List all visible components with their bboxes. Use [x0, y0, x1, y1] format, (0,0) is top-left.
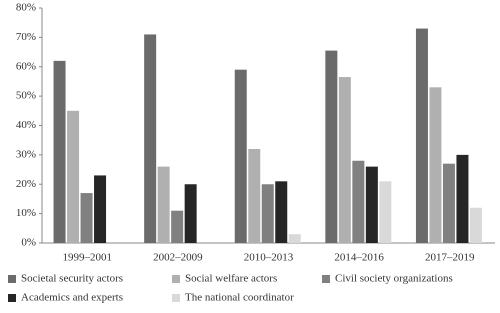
bar: [144, 34, 157, 243]
legend-swatch: [322, 275, 330, 283]
x-tick-label: 1999–2001: [63, 252, 113, 264]
bar: [365, 166, 378, 243]
bar: [157, 166, 170, 243]
y-tick-label: 0%: [21, 237, 36, 249]
y-tick-label: 10%: [16, 207, 36, 219]
y-tick-label: 30%: [16, 148, 36, 160]
y-tick-label: 80%: [16, 2, 36, 14]
legend-swatch: [8, 294, 16, 302]
y-tick-label: 50%: [16, 90, 36, 102]
bar: [352, 160, 365, 243]
legend-swatch: [172, 294, 180, 302]
bar: [171, 210, 184, 243]
bar: [325, 50, 338, 243]
bar: [53, 60, 66, 243]
bar: [67, 110, 80, 243]
legend-swatch: [8, 275, 16, 283]
bar: [469, 207, 482, 243]
bar: [275, 181, 288, 243]
legend-label: The national coordinator: [185, 292, 294, 304]
legend-label: Social welfare actors: [185, 273, 277, 285]
legend-label: Societal security actors: [21, 273, 123, 285]
bar: [184, 184, 197, 243]
y-tick-label: 40%: [16, 119, 36, 131]
bar: [379, 181, 392, 243]
y-tick-label: 20%: [16, 178, 36, 190]
legend-label: Civil society organizations: [335, 273, 453, 285]
y-tick-label: 60%: [16, 60, 36, 72]
bar: [338, 77, 351, 243]
bar: [261, 184, 274, 243]
bar: [288, 234, 301, 243]
bar: [442, 163, 455, 243]
bar: [248, 149, 261, 243]
x-tick-label: 2002–2009: [153, 252, 203, 264]
bar: [234, 69, 247, 243]
y-tick-label: 70%: [16, 31, 36, 43]
bar: [80, 193, 93, 243]
bar: [456, 154, 469, 243]
x-tick-label: 2014–2016: [334, 252, 384, 264]
legend-swatch: [172, 275, 180, 283]
bar: [94, 175, 107, 243]
bar: [415, 28, 428, 243]
x-tick-label: 2017–2019: [425, 252, 475, 264]
x-tick-label: 2010–2013: [244, 252, 294, 264]
bar: [429, 87, 442, 243]
legend-label: Academics and experts: [21, 292, 123, 304]
